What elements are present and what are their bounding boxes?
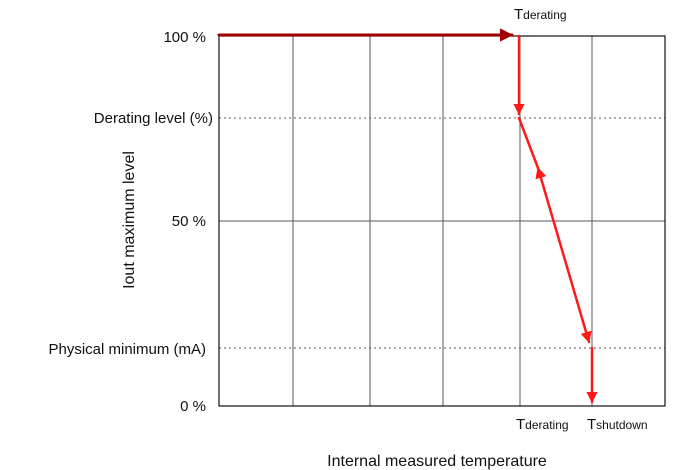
label-derating-level: Derating level (%): [94, 110, 213, 127]
x-tick-tshutdown: Tshutdown: [587, 416, 648, 433]
top-tderating-sub: derating: [523, 8, 566, 22]
x-axis-title: Internal measured temperature: [327, 453, 547, 470]
arrow-slope-bidirectional: [535, 166, 592, 344]
x-tick-tderating: Tderating: [516, 416, 569, 433]
slope-segment-upper: [517, 116, 540, 170]
label-physical-minimum: Physical minimum (mA): [48, 341, 206, 358]
top-tderating-label: Tderating: [514, 6, 567, 23]
label-100-percent: 100 %: [163, 29, 206, 46]
top-tderating-main: T: [514, 6, 523, 23]
label-50-percent: 50 %: [172, 213, 206, 230]
x-tick-tderating-main: T: [516, 416, 525, 433]
label-0-percent: 0 %: [180, 398, 206, 415]
x-tick-tshutdown-sub: shutdown: [596, 418, 647, 432]
derating-curve: [217, 28, 598, 404]
y-axis-title: Iout maximum level: [121, 151, 138, 289]
x-tick-tderating-sub: derating: [525, 418, 568, 432]
x-tick-tshutdown-main: T: [587, 416, 596, 433]
